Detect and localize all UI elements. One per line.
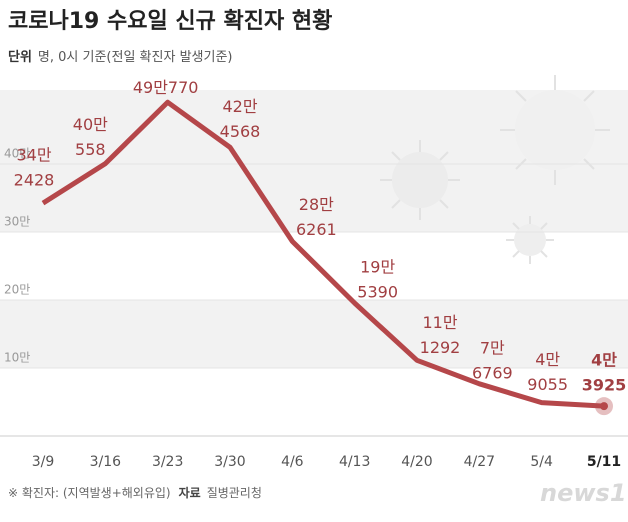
y-tick-label: 30만 — [4, 215, 30, 229]
x-tick-label: 3/23 — [152, 454, 183, 470]
value-label: 4만 — [535, 350, 560, 369]
value-label: 1292 — [420, 338, 461, 357]
y-tick-label: 20만 — [4, 283, 30, 297]
source-label: 자료 — [179, 485, 201, 500]
subtitle: 단위 명, 0시 기준(전일 확진자 발생기준) — [8, 49, 232, 65]
value-label: 4568 — [220, 122, 261, 141]
value-label: 34만 — [16, 146, 51, 165]
value-label: 558 — [75, 140, 106, 159]
x-tick-label: 4/20 — [401, 454, 432, 470]
value-label: 2428 — [14, 171, 55, 190]
x-tick-label: 4/6 — [281, 454, 304, 470]
band — [0, 164, 628, 232]
unit-label: 단위 — [8, 49, 32, 65]
x-tick-label: 3/16 — [90, 454, 122, 470]
value-label: 49만770 — [133, 78, 199, 97]
value-label: 42만 — [222, 97, 257, 116]
x-tick-label: 5/4 — [530, 454, 553, 470]
line — [41, 99, 605, 409]
x-tick-label: 5/11 — [587, 454, 621, 470]
chart-title: 코로나19 수요일 신규 확진자 현황 — [8, 9, 332, 34]
value-label: 28만 — [299, 195, 334, 214]
source: 질병관리청 — [207, 486, 262, 500]
value-label: 11만 — [422, 313, 457, 332]
point — [600, 402, 608, 411]
y-tick-label: 10만 — [4, 351, 30, 365]
note-text: ※ 확진자: (지역발생+해외유입) — [8, 486, 171, 500]
band — [0, 300, 628, 368]
value-label: 40만 — [73, 115, 108, 134]
x-tick-label: 3/9 — [32, 454, 55, 470]
logo: news1 — [540, 479, 627, 507]
plot: 10만 20만 30만 40만 3/9 3/16 3/23 3/30 4/6 4/13 4/20 4/… — [0, 78, 628, 470]
bands — [0, 90, 628, 368]
x-tick-label: 4/13 — [339, 454, 370, 470]
value-label: 7만 — [480, 338, 505, 357]
unit-text: 명, 0시 기준(전일 확진자 발생기준) — [38, 50, 233, 65]
y-tick-label: 40만 — [4, 147, 30, 161]
value-label: 5390 — [357, 283, 398, 302]
value-label: 3925 — [582, 376, 627, 395]
x-tick-label: 3/30 — [214, 454, 245, 470]
value-label: 19만 — [360, 258, 395, 277]
value-label: 9055 — [527, 375, 568, 394]
x-tick-label: 4/27 — [464, 454, 495, 470]
virus-decoration — [380, 75, 610, 264]
value-label: 4만 — [591, 351, 617, 370]
value-label: 6261 — [296, 220, 337, 239]
value-label: 6769 — [472, 363, 513, 382]
note: ※ 확진자: (지역발생+해외유입) 자료 질병관리청 — [8, 485, 262, 500]
